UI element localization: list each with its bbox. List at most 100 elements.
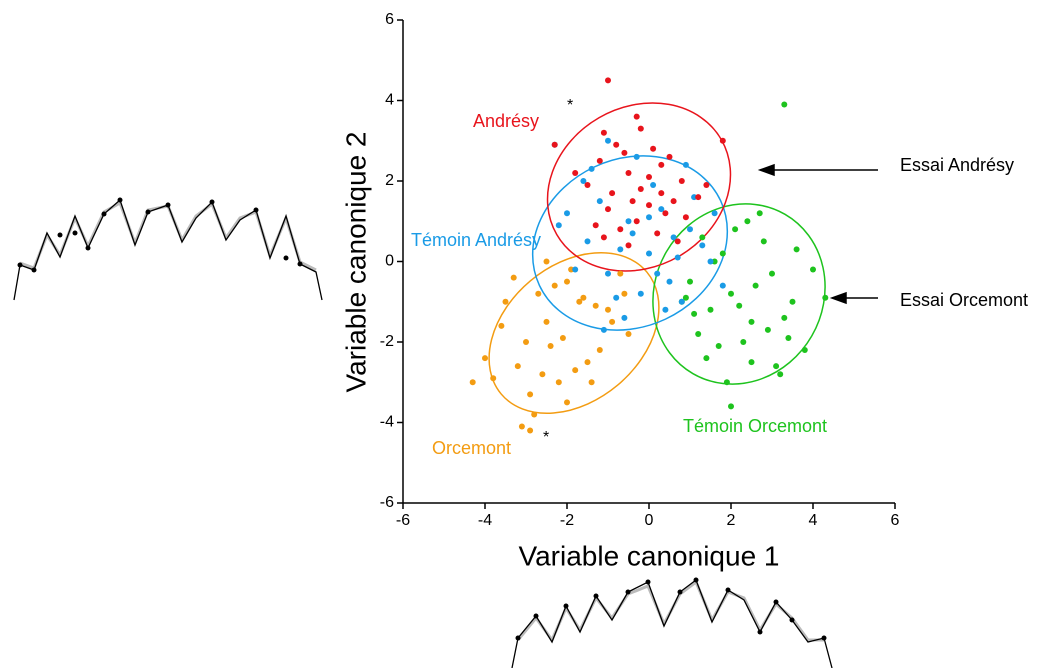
point: [736, 302, 743, 309]
point: [568, 266, 575, 273]
point: [674, 254, 681, 261]
point: [584, 359, 591, 366]
point: [650, 182, 657, 189]
point: [810, 266, 816, 273]
point: [518, 423, 525, 430]
point: [490, 375, 497, 382]
point: [564, 278, 570, 285]
point: [523, 339, 529, 345]
annotation: *: [543, 429, 549, 446]
point: [658, 190, 665, 197]
point: [527, 427, 534, 434]
point: [625, 169, 632, 176]
point: [682, 214, 689, 221]
point: [789, 298, 796, 305]
x-tick-label: -6: [396, 512, 410, 529]
point: [748, 318, 755, 325]
point: [691, 310, 698, 317]
ellipse: [652, 203, 826, 385]
point: [551, 282, 558, 289]
x-axis-title: Variable canonique 1: [518, 540, 779, 571]
y-tick-label: 2: [385, 172, 394, 189]
y-tick-label: -6: [380, 494, 394, 511]
point: [621, 149, 628, 156]
point: [699, 234, 706, 241]
point: [781, 314, 788, 321]
point: [592, 222, 599, 229]
point: [605, 306, 611, 313]
point: [760, 238, 767, 245]
point: [666, 278, 673, 285]
point: [691, 194, 698, 201]
point: [609, 190, 616, 197]
point: [543, 318, 550, 325]
point: [801, 347, 808, 354]
point: [617, 270, 624, 277]
point: [711, 210, 718, 217]
y-tick-label: 0: [385, 253, 394, 270]
point: [687, 226, 693, 233]
point: [543, 258, 550, 265]
point: [510, 274, 517, 281]
x-tick-label: 0: [645, 512, 654, 529]
point: [752, 282, 759, 289]
tooth-outline-bottom: [511, 577, 833, 668]
point: [617, 246, 624, 253]
point: [662, 306, 669, 313]
point: [621, 314, 628, 321]
point: [687, 278, 693, 285]
point: [719, 250, 726, 257]
point: [502, 298, 509, 305]
point: [637, 290, 644, 297]
series-label: Témoin Andrésy: [411, 230, 541, 250]
point: [670, 198, 677, 205]
point: [469, 379, 476, 386]
point: [744, 218, 751, 225]
point: [555, 222, 562, 229]
point: [678, 298, 685, 305]
point: [572, 367, 579, 374]
series-label: Andrésy: [473, 111, 539, 131]
point: [682, 294, 689, 301]
series-label: Orcemont: [432, 438, 511, 458]
x-tick-label: 4: [809, 512, 818, 529]
point: [748, 359, 755, 366]
point: [637, 125, 644, 132]
annotation: Essai Orcemont: [900, 290, 1028, 310]
point: [781, 101, 788, 108]
point: [564, 399, 570, 406]
point: [580, 178, 587, 184]
point: [773, 363, 780, 370]
point: [682, 161, 689, 168]
point: [588, 379, 595, 386]
point: [723, 379, 730, 386]
y-tick-label: 4: [385, 92, 394, 109]
point: [707, 258, 714, 265]
point: [658, 161, 665, 168]
point: [584, 182, 591, 189]
arrow-head: [829, 291, 847, 305]
point: [625, 330, 632, 337]
point: [695, 330, 702, 337]
y-tick-label: -2: [380, 333, 394, 350]
point: [785, 334, 792, 341]
series: [551, 77, 726, 249]
point: [646, 173, 652, 180]
series-label: Témoin Orcemont: [683, 416, 827, 436]
y-axis-title: Variable canonique 2: [340, 131, 371, 392]
y-tick-label: 6: [385, 11, 394, 28]
series: [469, 258, 632, 434]
point: [703, 355, 710, 362]
point: [728, 290, 734, 297]
annotation: *: [567, 97, 573, 114]
point: [707, 306, 714, 313]
point: [613, 141, 620, 148]
point: [555, 379, 562, 386]
point: [514, 363, 521, 370]
point: [576, 298, 583, 305]
tooth-outline-left: [13, 197, 323, 301]
y-tick-label: -4: [380, 414, 394, 431]
x-tick-label: -2: [560, 512, 574, 529]
point: [764, 326, 771, 333]
x-tick-label: 6: [891, 512, 900, 529]
